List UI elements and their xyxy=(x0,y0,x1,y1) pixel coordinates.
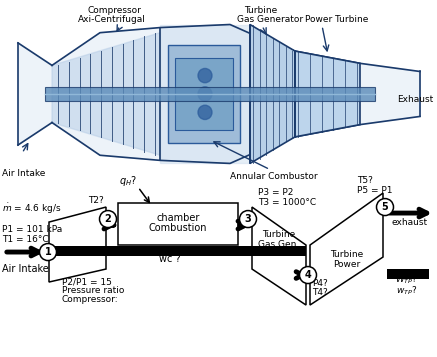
Text: Pressure ratio: Pressure ratio xyxy=(62,286,125,295)
Text: Power Turbine: Power Turbine xyxy=(305,15,368,25)
Text: Turbine: Turbine xyxy=(330,250,363,259)
Polygon shape xyxy=(160,25,250,164)
Circle shape xyxy=(299,267,316,283)
Text: T4?: T4? xyxy=(312,288,328,297)
Text: Axi-Centrifugal: Axi-Centrifugal xyxy=(78,15,146,25)
Text: Turbine: Turbine xyxy=(244,6,277,15)
Text: Annular Combustor: Annular Combustor xyxy=(230,172,318,181)
Text: Compressor:: Compressor: xyxy=(62,295,118,304)
Polygon shape xyxy=(310,193,383,305)
Circle shape xyxy=(198,87,212,101)
Text: chamber: chamber xyxy=(156,213,200,223)
Text: wc ?: wc ? xyxy=(159,254,181,264)
Text: Air Intake: Air Intake xyxy=(2,169,45,178)
Polygon shape xyxy=(52,33,160,155)
Circle shape xyxy=(377,198,393,216)
Text: P4?: P4? xyxy=(312,279,328,288)
FancyBboxPatch shape xyxy=(118,203,238,245)
Text: Gas Generator: Gas Generator xyxy=(237,15,303,25)
Text: T5?: T5? xyxy=(357,176,373,185)
Circle shape xyxy=(100,211,117,227)
Text: 2: 2 xyxy=(104,214,111,224)
Circle shape xyxy=(39,243,56,261)
Circle shape xyxy=(198,105,212,120)
Text: T2?: T2? xyxy=(88,196,104,205)
Text: Combustion: Combustion xyxy=(149,223,207,233)
Text: 1: 1 xyxy=(45,247,52,257)
FancyBboxPatch shape xyxy=(49,246,306,256)
Text: Exhaust: Exhaust xyxy=(397,95,433,104)
FancyBboxPatch shape xyxy=(168,45,240,143)
Text: exhaust: exhaust xyxy=(392,218,428,227)
Text: 3: 3 xyxy=(245,214,251,224)
Polygon shape xyxy=(295,51,360,137)
Text: T1 = 16°C: T1 = 16°C xyxy=(2,235,49,243)
Text: P5 = P1: P5 = P1 xyxy=(357,186,392,195)
Text: P1 = 101 kPa: P1 = 101 kPa xyxy=(2,225,62,233)
Text: Turbine: Turbine xyxy=(262,230,295,239)
Text: P2/P1 = 15: P2/P1 = 15 xyxy=(62,277,112,286)
Circle shape xyxy=(198,69,212,83)
Circle shape xyxy=(239,211,257,227)
Text: Air Intake: Air Intake xyxy=(2,264,49,274)
Text: Power: Power xyxy=(333,260,360,269)
Text: $q_H$?: $q_H$? xyxy=(119,174,137,188)
Text: T3 = 1000°C: T3 = 1000°C xyxy=(258,198,316,207)
Text: 4: 4 xyxy=(305,270,312,280)
Text: $\dot{m}$ = 4.6 kg/s: $\dot{m}$ = 4.6 kg/s xyxy=(2,202,61,216)
Text: Compressor: Compressor xyxy=(87,6,141,15)
Polygon shape xyxy=(252,207,306,305)
Polygon shape xyxy=(250,25,295,164)
Text: $w_{TP}$?: $w_{TP}$? xyxy=(396,284,418,297)
Text: $\dot{W}_{TP}$?: $\dot{W}_{TP}$? xyxy=(395,270,419,286)
FancyBboxPatch shape xyxy=(175,58,233,130)
FancyBboxPatch shape xyxy=(45,87,375,101)
Polygon shape xyxy=(18,25,420,164)
Text: Gas Gen.: Gas Gen. xyxy=(258,240,300,249)
FancyBboxPatch shape xyxy=(387,269,429,279)
Text: P3 = P2: P3 = P2 xyxy=(258,188,293,197)
Text: 5: 5 xyxy=(382,202,388,212)
Polygon shape xyxy=(49,207,106,282)
